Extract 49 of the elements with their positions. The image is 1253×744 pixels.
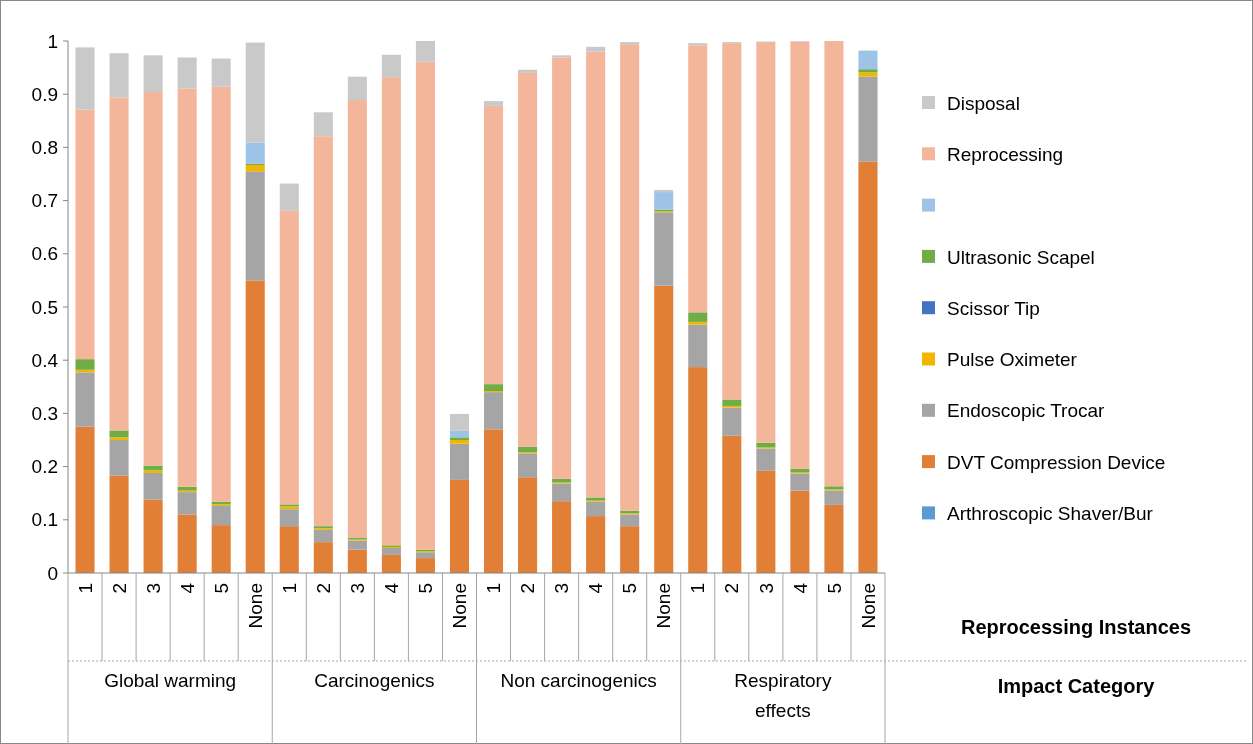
x-tick-label: 5 <box>823 583 845 594</box>
y-tick-label: 0.7 <box>31 190 58 212</box>
x-tick-label: None <box>857 583 879 629</box>
x-tick-label: 5 <box>619 583 641 594</box>
x-tick-label: 2 <box>721 583 743 594</box>
x-tick-label: 3 <box>755 583 777 594</box>
x-tick-label: 2 <box>108 583 130 594</box>
legend-label: Pulse Oximeter <box>947 349 1078 371</box>
x-axis-title: Reprocessing Instances <box>960 616 1192 638</box>
y-tick-label: 0.3 <box>31 403 58 425</box>
x-tick-label: 4 <box>381 582 403 594</box>
x-tick-label: None <box>653 583 675 629</box>
x-tick-label: 3 <box>142 583 164 594</box>
text: Non carcinogenics <box>500 670 657 691</box>
y-tick-label: 0.4 <box>31 349 59 371</box>
text: Respiratory effects <box>734 670 832 721</box>
x-tick-label: None <box>244 583 266 629</box>
x-tick-label: 5 <box>210 583 232 594</box>
text: Carcinogenics <box>314 670 435 691</box>
legend-label: Arthroscopic Shaver/Bur <box>947 503 1154 525</box>
x-tick-label: 4 <box>585 582 607 594</box>
y-tick-label: 0.8 <box>31 137 58 159</box>
x-tick-label: None <box>449 583 471 629</box>
legend-label: Ultrasonic Scapel <box>947 246 1095 268</box>
x-tick-label: 4 <box>176 582 198 594</box>
x-tick-label: 4 <box>789 582 811 594</box>
x-tick-label: 1 <box>687 583 709 594</box>
y-tick-label: 0.6 <box>31 243 58 265</box>
y-tick-label: 1 <box>47 30 58 52</box>
x-tick-label: 1 <box>74 583 96 594</box>
x-tick-label: 2 <box>517 583 539 594</box>
x-tick-label: 3 <box>551 583 573 594</box>
x-tick-label: 3 <box>347 583 368 594</box>
legend-label: Reprocessing <box>947 143 1064 165</box>
legend-label: DVT Compression Device <box>947 451 1166 473</box>
y-tick-label: 0.5 <box>31 296 58 318</box>
x-tick-label: 2 <box>312 583 334 594</box>
legend-label: Endoscopic Trocar <box>947 400 1106 422</box>
x-tick-label: 1 <box>483 583 505 594</box>
y-tick-label: 0.2 <box>31 456 58 478</box>
x-tick-label: 5 <box>415 583 437 594</box>
y-tick-label: 0.9 <box>31 83 58 105</box>
legend-label: Disposal <box>947 92 1020 114</box>
y-tick-label: 0 <box>47 562 58 584</box>
legend-label: Scissor Tip <box>947 297 1040 319</box>
y-tick-label: 0.1 <box>31 509 58 531</box>
text: Global warming <box>104 670 237 691</box>
x-tick-label: 1 <box>278 583 300 594</box>
text: Impact Category <box>997 675 1156 697</box>
